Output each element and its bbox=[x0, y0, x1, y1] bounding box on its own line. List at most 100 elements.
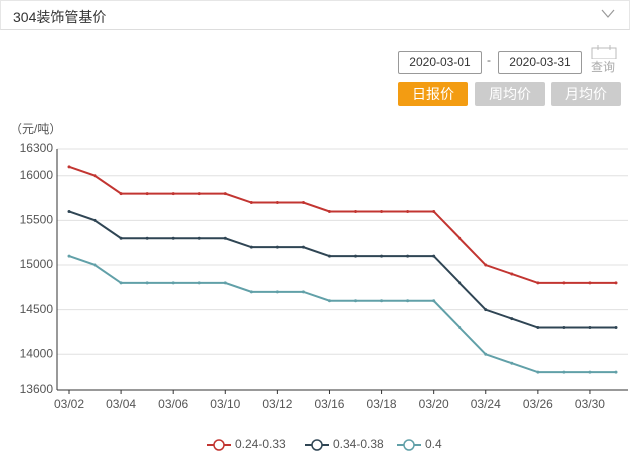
legend-label: 0.4 bbox=[425, 437, 442, 451]
data-point bbox=[406, 299, 410, 303]
data-point bbox=[197, 281, 201, 285]
legend-marker bbox=[311, 439, 323, 451]
x-tick-label: 03/04 bbox=[106, 397, 136, 411]
x-tick-label: 03/10 bbox=[210, 397, 240, 411]
y-tick-label: 16000 bbox=[20, 168, 54, 182]
start-date[interactable]: 2020-03-01 bbox=[398, 51, 482, 74]
end-date[interactable]: 2020-03-31 bbox=[498, 51, 582, 74]
legend-label: 0.24-0.33 bbox=[235, 437, 286, 451]
data-point bbox=[380, 254, 384, 258]
data-point bbox=[484, 263, 488, 267]
data-point bbox=[223, 236, 227, 240]
data-point bbox=[510, 317, 514, 321]
data-point bbox=[249, 290, 253, 294]
y-tick-label: 15500 bbox=[20, 213, 54, 227]
data-point bbox=[67, 254, 71, 258]
y-tick-label: 15000 bbox=[20, 257, 54, 271]
data-point bbox=[93, 263, 97, 267]
data-point bbox=[484, 352, 488, 356]
data-point bbox=[406, 209, 410, 213]
data-point bbox=[249, 201, 253, 205]
data-point bbox=[119, 281, 123, 285]
data-point bbox=[614, 370, 618, 374]
data-point bbox=[67, 209, 71, 213]
collapse-icon[interactable] bbox=[601, 9, 615, 19]
data-point bbox=[614, 326, 618, 330]
x-tick-label: 03/12 bbox=[262, 397, 292, 411]
data-point bbox=[93, 174, 97, 178]
data-point bbox=[223, 192, 227, 196]
legend-item[interactable]: 0.24-0.33 bbox=[207, 437, 286, 451]
data-point bbox=[67, 165, 71, 169]
data-point bbox=[458, 236, 462, 240]
data-point bbox=[510, 272, 514, 276]
legend-marker bbox=[213, 439, 225, 451]
data-point bbox=[301, 290, 305, 294]
data-point bbox=[145, 192, 149, 196]
tab[interactable]: 月均价 bbox=[551, 82, 621, 106]
query-label: 查询 bbox=[591, 60, 616, 74]
data-point bbox=[458, 326, 462, 330]
x-tick-label: 03/20 bbox=[419, 397, 449, 411]
data-point bbox=[119, 192, 123, 196]
data-point bbox=[93, 218, 97, 222]
data-point bbox=[275, 290, 279, 294]
date-separator: - bbox=[487, 53, 491, 67]
data-point bbox=[432, 254, 436, 258]
x-tick-label: 03/30 bbox=[575, 397, 605, 411]
data-point bbox=[510, 361, 514, 365]
data-point bbox=[406, 254, 410, 258]
header-title: 304装饰管基价 bbox=[13, 9, 107, 25]
x-tick-label: 03/26 bbox=[523, 397, 553, 411]
data-point bbox=[171, 281, 175, 285]
data-point bbox=[249, 245, 253, 249]
series-line bbox=[68, 210, 616, 329]
data-point bbox=[354, 254, 358, 258]
y-tick-label: 14000 bbox=[20, 346, 54, 360]
data-point bbox=[562, 370, 566, 374]
y-tick-label: 16300 bbox=[20, 141, 54, 155]
data-point bbox=[432, 299, 436, 303]
data-point bbox=[432, 209, 436, 213]
legend-item[interactable]: 0.4 bbox=[397, 437, 442, 451]
data-point bbox=[301, 245, 305, 249]
x-tick-label: 03/24 bbox=[471, 397, 501, 411]
x-tick-label: 03/02 bbox=[54, 397, 84, 411]
data-point bbox=[614, 281, 618, 285]
data-point bbox=[536, 370, 540, 374]
query-button[interactable]: 查询 bbox=[589, 45, 619, 75]
y-tick-label: 13600 bbox=[20, 382, 54, 396]
data-point bbox=[562, 281, 566, 285]
data-point bbox=[380, 299, 384, 303]
data-point bbox=[145, 236, 149, 240]
data-point bbox=[327, 299, 331, 303]
data-point bbox=[484, 308, 488, 312]
data-point bbox=[119, 236, 123, 240]
data-point bbox=[380, 209, 384, 213]
header: 304装饰管基价 bbox=[0, 0, 630, 30]
data-point bbox=[562, 326, 566, 330]
data-point bbox=[327, 209, 331, 213]
data-point bbox=[458, 281, 462, 285]
data-point bbox=[588, 370, 592, 374]
x-tick-label: 03/06 bbox=[158, 397, 188, 411]
data-point bbox=[223, 281, 227, 285]
data-point bbox=[197, 192, 201, 196]
series-line bbox=[68, 255, 616, 374]
series-line bbox=[68, 165, 616, 284]
data-point bbox=[536, 326, 540, 330]
legend-item[interactable]: 0.34-0.38 bbox=[305, 437, 384, 451]
data-point bbox=[536, 281, 540, 285]
tab-active[interactable]: 日报价 bbox=[398, 82, 468, 106]
tab[interactable]: 周均价 bbox=[475, 82, 545, 106]
data-point bbox=[354, 299, 358, 303]
x-tick-label: 03/16 bbox=[314, 397, 344, 411]
data-point bbox=[354, 209, 358, 213]
data-point bbox=[588, 281, 592, 285]
y-axis-label: （元/吨） bbox=[10, 122, 61, 136]
x-tick-label: 03/18 bbox=[367, 397, 397, 411]
calendar-icon bbox=[591, 45, 617, 59]
data-point bbox=[301, 201, 305, 205]
